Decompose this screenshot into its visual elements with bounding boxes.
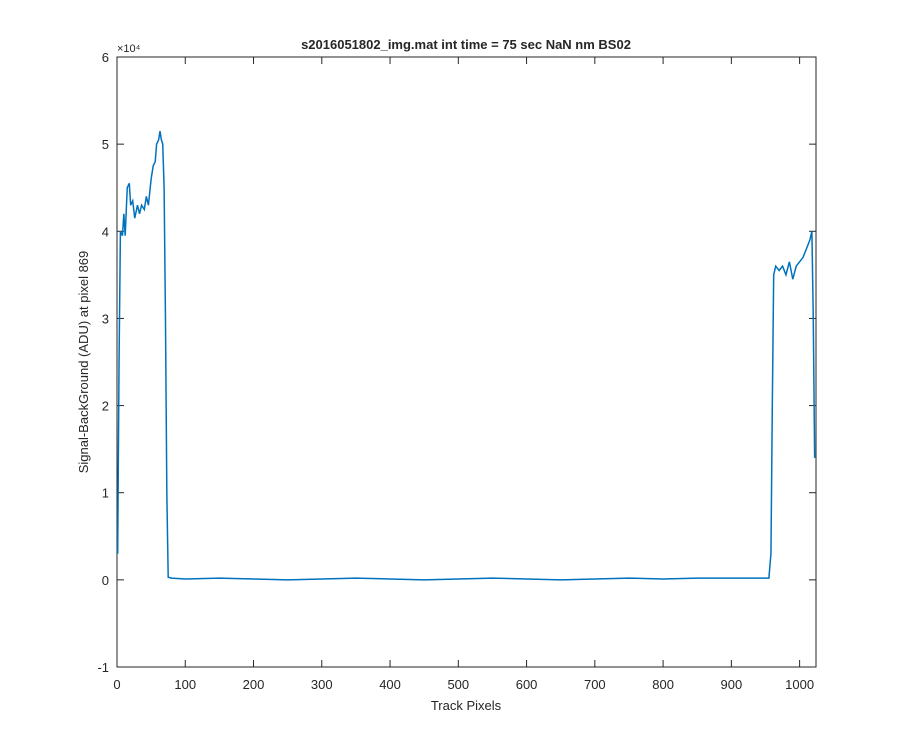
x-tick-label: 800	[652, 677, 674, 692]
x-tick-label: 600	[516, 677, 538, 692]
y-tick-label: -1	[97, 660, 109, 675]
x-tick-label: 1000	[785, 677, 814, 692]
y-axis-label: Signal-BackGround (ADU) at pixel 869	[76, 251, 91, 474]
axes-box	[116, 56, 817, 668]
x-tick-label: 300	[311, 677, 333, 692]
x-tick-label: 400	[379, 677, 401, 692]
data-line	[116, 130, 816, 581]
y-tick-label: 4	[102, 224, 109, 239]
x-axis-label: Track Pixels	[431, 698, 502, 713]
y-tick-label: 2	[102, 399, 109, 414]
x-tick-label: 500	[447, 677, 469, 692]
x-tick-label: 700	[584, 677, 606, 692]
y-tick-label: 6	[102, 50, 109, 65]
x-tick-label: 100	[174, 677, 196, 692]
x-tick-label: 0	[113, 677, 120, 692]
y-tick-label: 1	[102, 486, 109, 501]
y-exponent: ×10⁴	[117, 43, 141, 55]
x-tick-label: 200	[243, 677, 265, 692]
y-tick-label: 5	[102, 137, 109, 152]
x-tick-label: 900	[721, 677, 743, 692]
y-tick-label: 3	[102, 311, 109, 326]
y-tick-label: 0	[102, 573, 109, 588]
chart-title: s2016051802_img.mat int time = 75 sec Na…	[301, 37, 631, 52]
